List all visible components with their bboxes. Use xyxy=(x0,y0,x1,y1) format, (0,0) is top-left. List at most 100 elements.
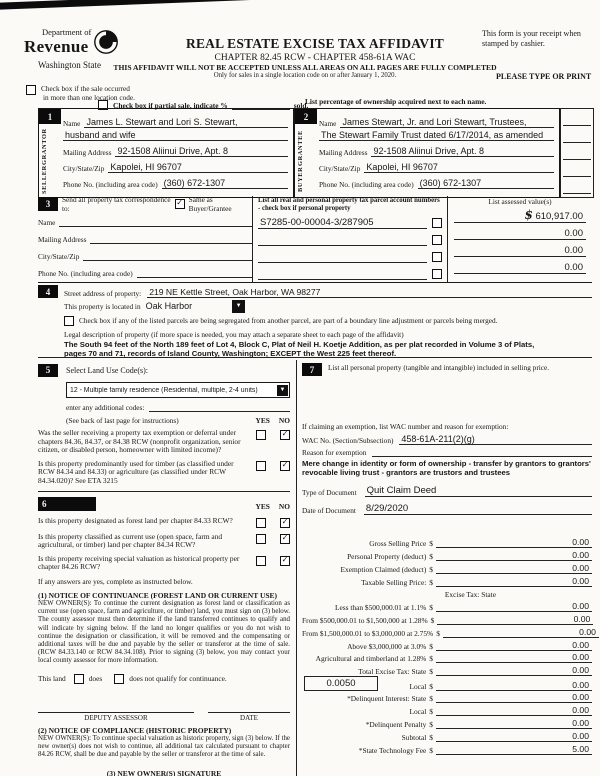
doc-date-field[interactable]: 8/29/2020 xyxy=(363,504,592,516)
assessed-header: List assessed value(s) xyxy=(488,197,552,206)
buyer-name-field[interactable]: James Stewart, Jr. and Lori Stewart, Tru… xyxy=(340,117,554,128)
reason-value[interactable]: Mere change in identity or form of owner… xyxy=(302,459,591,478)
money-label: *State Technology Fee xyxy=(358,745,427,755)
percent-line[interactable] xyxy=(563,126,591,143)
local-tax-field[interactable]: 0.00 xyxy=(436,680,592,691)
doc-date-label: Date of Document xyxy=(302,506,356,516)
gross-selling-price-field[interactable]: 0.00 xyxy=(436,537,592,549)
seller-mailing-field[interactable]: 92-1508 Aliinui Drive, Apt. 8 xyxy=(115,146,288,157)
land-use-select[interactable]: 12 - Multiple family residence (Resident… xyxy=(66,382,290,398)
seller-city-field[interactable]: Kapolei, HI 96707 xyxy=(108,162,288,173)
additional-codes-field[interactable] xyxy=(149,411,290,412)
assessed-value-2[interactable]: 0.00 xyxy=(454,228,586,240)
street-address-field[interactable]: 219 NE Kettle Street, Oak Harbor, WA 982… xyxy=(147,287,592,298)
seller-name-field-2[interactable]: husband and wife xyxy=(63,130,288,141)
reason-field[interactable] xyxy=(372,456,592,457)
parcel-number-field-3[interactable] xyxy=(258,262,427,264)
delinquent-interest-state-field[interactable]: 0.00 xyxy=(436,692,592,704)
corr-mailing-field[interactable] xyxy=(90,243,252,244)
section-3-number: 3 xyxy=(38,196,58,211)
s6-q1-yes-checkbox[interactable] xyxy=(256,517,266,528)
doc-type-field[interactable]: Quit Claim Deed xyxy=(364,486,592,498)
located-in-dropdown-icon[interactable]: ▼ xyxy=(232,299,246,313)
multi-location-checkbox[interactable] xyxy=(26,85,36,95)
parcel-number-field-4[interactable] xyxy=(258,279,427,281)
notice2-body: NEW OWNER(S): To continue special valuat… xyxy=(38,734,290,758)
parcel-personal-checkbox-1[interactable] xyxy=(432,218,442,229)
corr-city-field[interactable] xyxy=(83,260,252,261)
delinquent-penalty-field[interactable]: 0.00 xyxy=(436,718,592,730)
buyer-phone-field[interactable]: (360) 672-1307 xyxy=(417,178,554,189)
legal-description-value[interactable]: The South 94 feet of the North 189 feet … xyxy=(64,340,535,359)
land-use-dropdown-icon[interactable]: ▼ xyxy=(277,384,288,396)
tier4-tax-field[interactable]: 0.00 xyxy=(436,640,592,651)
assessed-value-1[interactable]: $ 610,917.00 xyxy=(454,208,586,223)
does-not-qualify-checkbox[interactable] xyxy=(114,673,125,684)
seller-phone-label: Phone No. (including area code) xyxy=(63,180,158,189)
does-qualify-checkbox[interactable] xyxy=(73,673,84,684)
located-in-value[interactable]: Oak Harbor xyxy=(145,301,193,311)
dollar-sign: $ xyxy=(429,641,433,651)
wac-label: WAC No. (Section/Subsection) xyxy=(302,436,394,445)
personal-property-blank-area[interactable] xyxy=(302,376,592,422)
money-label: Total Excise Tax: State xyxy=(358,667,427,677)
percent-line[interactable] xyxy=(563,109,591,126)
money-label: Above $3,000,000 at 3.0% xyxy=(347,641,427,651)
s5-q1-no-checkbox[interactable]: ✓ xyxy=(280,430,290,440)
s6-q2-yes-checkbox[interactable] xyxy=(256,533,266,544)
s5-q2-yes-checkbox[interactable] xyxy=(256,460,266,471)
buyer-mailing-field[interactable]: 92-1508 Aliinui Drive, Apt. 8 xyxy=(371,146,554,157)
segregated-checkbox[interactable] xyxy=(64,315,74,326)
checkmark-icon: ✓ xyxy=(281,532,289,542)
percent-line[interactable] xyxy=(563,143,591,160)
money-label: From $500,000.01 to $1,500,000 at 1.28% xyxy=(302,615,428,625)
parcel-number-field-2[interactable] xyxy=(258,245,427,247)
seller-name-field[interactable]: James L. Stewart and Lori S. Stewart, xyxy=(84,117,288,128)
s5-q2-no-checkbox[interactable]: ✓ xyxy=(280,460,290,471)
tier1-tax-field[interactable]: 0.00 xyxy=(436,601,592,613)
local-rate-box[interactable]: 0.0050 xyxy=(304,675,378,691)
s6-q2-no-checkbox[interactable]: ✓ xyxy=(280,532,290,544)
wac-field[interactable]: 458-61A-211(2)(g) xyxy=(399,434,592,445)
divider xyxy=(38,357,592,358)
deputy-assessor-signature-line[interactable] xyxy=(38,700,194,713)
money-label: Local xyxy=(409,707,427,717)
corr-phone-label: Phone No. (including area code) xyxy=(38,269,133,278)
agricultural-tax-field[interactable]: 0.00 xyxy=(436,652,592,664)
buyer-city-field[interactable]: Kapolei, HI 96707 xyxy=(364,162,554,173)
corr-phone-field[interactable] xyxy=(136,277,252,278)
same-as-buyer-checkbox[interactable]: ✓ xyxy=(174,198,185,209)
percent-line[interactable] xyxy=(563,177,591,194)
buyer-name-field-2[interactable]: The Stewart Family Trust dated 6/17/2014… xyxy=(319,130,554,141)
date-line[interactable] xyxy=(207,700,290,713)
parcel-personal-checkbox-4[interactable] xyxy=(432,269,442,280)
s6-q3-yes-checkbox[interactable] xyxy=(256,555,266,566)
partial-sale-checkbox[interactable] xyxy=(98,100,108,110)
assessed-value-3[interactable]: 0.00 xyxy=(454,245,586,257)
s6-q3-no-checkbox[interactable]: ✓ xyxy=(280,555,290,566)
subtotal-field[interactable]: 0.00 xyxy=(436,731,592,742)
s6-q1-no-checkbox[interactable]: ✓ xyxy=(280,517,290,528)
parcel-personal-checkbox-3[interactable] xyxy=(432,252,442,263)
dollar-sign: $ xyxy=(436,628,440,638)
state-technology-fee-field[interactable]: 5.00 xyxy=(436,744,592,755)
tier3-tax-field[interactable]: 0.00 xyxy=(442,627,599,638)
percent-line[interactable] xyxy=(563,160,591,177)
tier2-tax-field[interactable]: 0.00 xyxy=(437,614,594,625)
taxable-selling-price-field[interactable]: 0.00 xyxy=(436,576,592,587)
section-1-number: 1 xyxy=(39,109,61,124)
partial-sale-percent-field[interactable] xyxy=(231,109,290,110)
total-excise-state-field[interactable]: 0.00 xyxy=(436,665,592,677)
parcel-number-field[interactable]: S7285-00-00004-3/287905 xyxy=(258,217,427,230)
exemption-claimed-field[interactable]: 0.00 xyxy=(436,563,592,574)
s5-q1-yes-checkbox[interactable] xyxy=(256,430,266,440)
column-divider xyxy=(296,360,297,776)
assessed-value-4[interactable]: 0.00 xyxy=(454,262,586,274)
corr-name-field[interactable] xyxy=(59,226,252,227)
delinquent-interest-local-field[interactable]: 0.00 xyxy=(436,705,592,717)
ownership-note: List percentage of ownership acquired ne… xyxy=(305,97,487,106)
seller-phone-field[interactable]: (360) 672-1307 xyxy=(161,178,288,189)
parcel-personal-checkbox-2[interactable] xyxy=(432,235,442,246)
money-label: Subtotal xyxy=(401,732,427,742)
personal-property-deduct-field[interactable]: 0.00 xyxy=(436,550,592,561)
